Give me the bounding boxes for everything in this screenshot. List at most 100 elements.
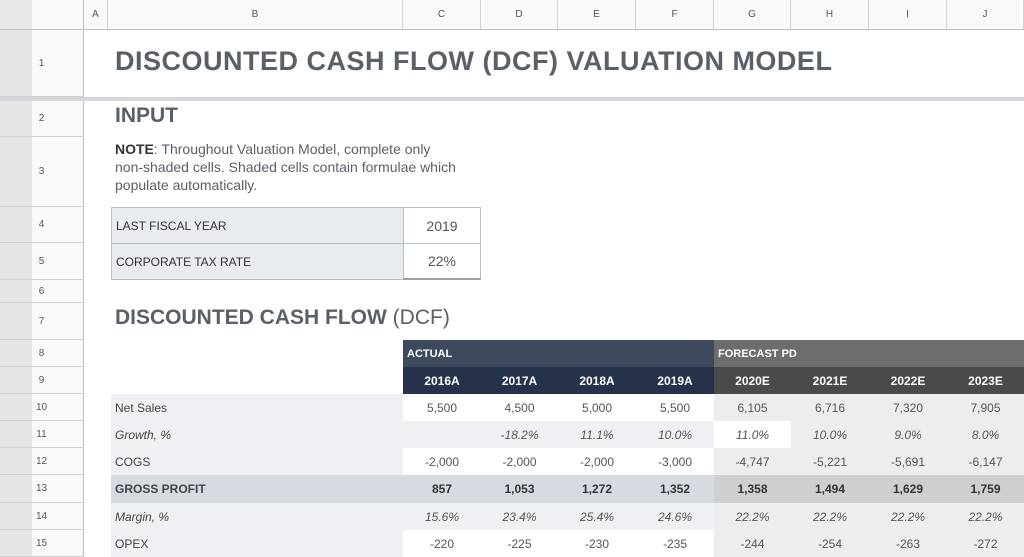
cell-net-sales-0[interactable]: 5,500 bbox=[403, 394, 481, 421]
dcf-heading-main: DISCOUNTED CASH FLOW bbox=[115, 306, 387, 329]
column-header-h[interactable]: H bbox=[791, 0, 869, 30]
cell-gross-profit-5[interactable]: 1,494 bbox=[791, 475, 869, 503]
cell-cogs-1[interactable]: -2,000 bbox=[481, 448, 558, 475]
cell-cogs-3[interactable]: -3,000 bbox=[636, 448, 714, 475]
row-header-12[interactable]: 12 bbox=[0, 448, 84, 475]
column-header-a[interactable]: A bbox=[84, 0, 108, 30]
row-label-margin: Margin, % bbox=[111, 503, 403, 530]
frozen-row-divider[interactable] bbox=[0, 97, 1024, 101]
column-header-i[interactable]: I bbox=[869, 0, 947, 30]
input-note: NOTE: Throughout Valuation Model, comple… bbox=[115, 140, 460, 194]
row-label-growth: Growth, % bbox=[111, 421, 403, 448]
cell-net-sales-7[interactable]: 7,905 bbox=[947, 394, 1024, 421]
row-header-5[interactable]: 5 bbox=[0, 243, 84, 280]
cell-net-sales-2[interactable]: 5,000 bbox=[558, 394, 636, 421]
cell-gross-profit-1[interactable]: 1,053 bbox=[481, 475, 558, 503]
column-header-f[interactable]: F bbox=[636, 0, 714, 30]
corporate-tax-rate-input[interactable]: 22% bbox=[403, 243, 481, 280]
row-header-13[interactable]: 13 bbox=[0, 475, 84, 503]
column-header-d[interactable]: D bbox=[481, 0, 558, 30]
row-header-11[interactable]: 11 bbox=[0, 421, 84, 448]
row-header-4[interactable]: 4 bbox=[0, 207, 84, 243]
cell-net-sales-1[interactable]: 4,500 bbox=[481, 394, 558, 421]
row-label-net-sales: Net Sales bbox=[111, 394, 403, 421]
cell-growth-4[interactable]: 11.0% bbox=[714, 421, 791, 448]
cell-cogs-6[interactable]: -5,691 bbox=[869, 448, 947, 475]
year-header-2023e: 2023E bbox=[947, 367, 1024, 394]
cell-cogs-0[interactable]: -2,000 bbox=[403, 448, 481, 475]
cell-gross-profit-3[interactable]: 1,352 bbox=[636, 475, 714, 503]
dcf-heading-suffix: (DCF) bbox=[392, 306, 450, 329]
cell-margin-3[interactable]: 24.6% bbox=[636, 503, 714, 530]
cell-gross-profit-2[interactable]: 1,272 bbox=[558, 475, 636, 503]
cell-margin-6[interactable]: 22.2% bbox=[869, 503, 947, 530]
row-label-gross-profit: GROSS PROFIT bbox=[111, 475, 403, 503]
column-header-c[interactable]: C bbox=[403, 0, 481, 30]
cell-gross-profit-4[interactable]: 1,358 bbox=[714, 475, 791, 503]
cell-opex-6[interactable]: -263 bbox=[869, 530, 947, 557]
corporate-tax-rate-label: CORPORATE TAX RATE bbox=[111, 243, 404, 280]
input-section-heading: INPUT bbox=[115, 104, 178, 127]
cell-margin-4[interactable]: 22.2% bbox=[714, 503, 791, 530]
cell-growth-0[interactable] bbox=[403, 421, 481, 448]
last-fiscal-year-label: LAST FISCAL YEAR bbox=[111, 207, 404, 244]
year-header-2020e: 2020E bbox=[714, 367, 791, 394]
cell-margin-7[interactable]: 22.2% bbox=[947, 503, 1024, 530]
cell-cogs-4[interactable]: -4,747 bbox=[714, 448, 791, 475]
row-header-15[interactable]: 15 bbox=[0, 530, 84, 557]
row-header-7[interactable]: 7 bbox=[0, 303, 84, 340]
cell-opex-4[interactable]: -244 bbox=[714, 530, 791, 557]
cell-margin-5[interactable]: 22.2% bbox=[791, 503, 869, 530]
cell-opex-1[interactable]: -225 bbox=[481, 530, 558, 557]
column-header-e[interactable]: E bbox=[558, 0, 636, 30]
column-header-j[interactable]: J bbox=[947, 0, 1024, 30]
cell-cogs-2[interactable]: -2,000 bbox=[558, 448, 636, 475]
cell-margin-0[interactable]: 15.6% bbox=[403, 503, 481, 530]
cell-growth-6[interactable]: 9.0% bbox=[869, 421, 947, 448]
cell-gross-profit-0[interactable]: 857 bbox=[403, 475, 481, 503]
cell-opex-5[interactable]: -254 bbox=[791, 530, 869, 557]
cell-growth-7[interactable]: 8.0% bbox=[947, 421, 1024, 448]
actual-period-header: ACTUAL bbox=[403, 340, 714, 367]
forecast-period-header: FORECAST PD bbox=[714, 340, 1024, 367]
dcf-section-heading: DISCOUNTED CASH FLOW (DCF) bbox=[115, 306, 450, 330]
cell-margin-2[interactable]: 25.4% bbox=[558, 503, 636, 530]
note-label: NOTE bbox=[115, 141, 154, 157]
row-header-8[interactable]: 8 bbox=[0, 340, 84, 367]
last-fiscal-year-input[interactable]: 2019 bbox=[403, 207, 481, 244]
row-header-9[interactable]: 9 bbox=[0, 367, 84, 394]
row-label-cogs: COGS bbox=[111, 448, 403, 475]
cell-growth-5[interactable]: 10.0% bbox=[791, 421, 869, 448]
cell-cogs-5[interactable]: -5,221 bbox=[791, 448, 869, 475]
year-header-2022e: 2022E bbox=[869, 367, 947, 394]
cell-opex-7[interactable]: -272 bbox=[947, 530, 1024, 557]
row-header-3[interactable]: 3 bbox=[0, 137, 84, 207]
column-header-g[interactable]: G bbox=[714, 0, 791, 30]
cell-net-sales-3[interactable]: 5,500 bbox=[636, 394, 714, 421]
cell-opex-3[interactable]: -235 bbox=[636, 530, 714, 557]
year-header-2017a: 2017A bbox=[481, 367, 558, 394]
cell-cogs-7[interactable]: -6,147 bbox=[947, 448, 1024, 475]
cell-gross-profit-7[interactable]: 1,759 bbox=[947, 475, 1024, 503]
cell-growth-1[interactable]: -18.2% bbox=[481, 421, 558, 448]
cell-growth-3[interactable]: 10.0% bbox=[636, 421, 714, 448]
select-all-corner[interactable] bbox=[0, 0, 84, 30]
row-label-opex: OPEX bbox=[111, 530, 403, 557]
cell-opex-2[interactable]: -230 bbox=[558, 530, 636, 557]
row-header-14[interactable]: 14 bbox=[0, 503, 84, 530]
row-header-6[interactable]: 6 bbox=[0, 280, 84, 303]
cell-margin-1[interactable]: 23.4% bbox=[481, 503, 558, 530]
row-header-10[interactable]: 10 bbox=[0, 394, 84, 421]
cell-net-sales-6[interactable]: 7,320 bbox=[869, 394, 947, 421]
cell-growth-2[interactable]: 11.1% bbox=[558, 421, 636, 448]
cell-net-sales-5[interactable]: 6,716 bbox=[791, 394, 869, 421]
page-title: DISCOUNTED CASH FLOW (DCF) VALUATION MOD… bbox=[115, 46, 833, 76]
row-header-2[interactable]: 2 bbox=[0, 101, 84, 137]
year-header-2019a: 2019A bbox=[636, 367, 714, 394]
row-header-1[interactable]: 1 bbox=[0, 30, 84, 97]
cell-opex-0[interactable]: -220 bbox=[403, 530, 481, 557]
year-header-2016a: 2016A bbox=[403, 367, 481, 394]
column-header-b[interactable]: B bbox=[108, 0, 403, 30]
cell-gross-profit-6[interactable]: 1,629 bbox=[869, 475, 947, 503]
cell-net-sales-4[interactable]: 6,105 bbox=[714, 394, 791, 421]
